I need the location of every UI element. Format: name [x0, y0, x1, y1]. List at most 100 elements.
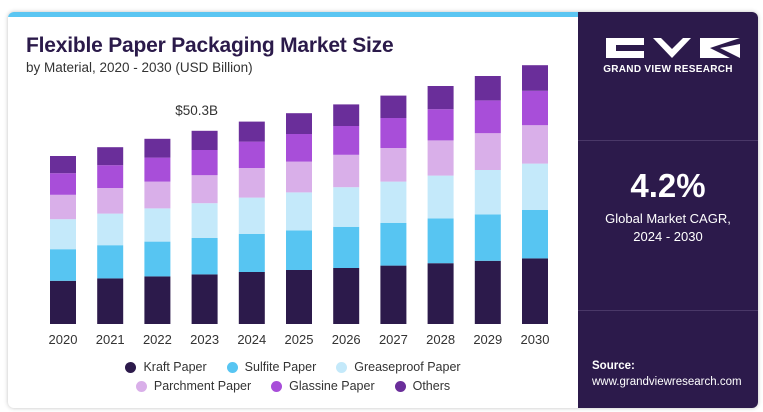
legend-item-glassine-paper: Glassine Paper — [271, 379, 375, 393]
bar-segment-glassine-paper-2025 — [286, 134, 312, 162]
bar-segment-others-2029 — [474, 76, 501, 101]
bar-segment-glassine-paper-2022 — [144, 157, 171, 182]
bar-segment-kraft-paper-2030 — [522, 258, 548, 324]
x-tick-label: 2021 — [96, 332, 125, 347]
chart-legend: Kraft Paper Sulfite Paper Greaseproof Pape… — [8, 352, 578, 402]
divider — [578, 140, 758, 141]
bar-segment-kraft-paper-2029 — [474, 260, 501, 324]
bar-segment-greaseproof-paper-2025 — [286, 192, 312, 231]
bar-segment-glassine-paper-2027 — [380, 118, 407, 148]
x-tick-label: 2024 — [237, 332, 266, 347]
legend-swatch — [394, 380, 406, 392]
source-link[interactable]: www.grandviewresearch.com — [592, 376, 742, 388]
stacked-bar-chart: 2020 2021 2022 2023 $50.3B 2024 2025 2026 2027 20… — [49, 65, 550, 347]
x-tick-label: 2030 — [521, 332, 550, 347]
bar-segment-sulfite-paper-2023 — [191, 238, 218, 275]
bar-segment-glassine-paper-2020 — [50, 173, 76, 195]
value-annotation: $50.3B — [175, 103, 218, 118]
bar-segment-parchment-paper-2028 — [427, 140, 454, 176]
bar-segment-sulfite-paper-2027 — [380, 222, 407, 266]
x-tick-label: 2025 — [285, 332, 314, 347]
bar-segment-sulfite-paper-2030 — [522, 210, 548, 259]
cagr-label: Global Market CAGR, 2024 - 2030 — [605, 211, 731, 244]
bar-segment-parchment-paper-2022 — [144, 181, 171, 209]
legend-label: Others — [412, 379, 451, 393]
bar-segment-greaseproof-paper-2024 — [238, 197, 265, 234]
legend-item-kraft-paper: Kraft Paper — [125, 360, 207, 374]
bar-segment-others-2028 — [427, 86, 454, 110]
bar-segment-greaseproof-paper-2023 — [191, 203, 218, 238]
bar-segment-kraft-paper-2025 — [286, 270, 312, 324]
bar-segment-parchment-paper-2030 — [522, 125, 548, 164]
bar-segment-kraft-paper-2023 — [191, 274, 218, 324]
bar-segment-kraft-paper-2024 — [238, 272, 265, 324]
bar-segment-parchment-paper-2029 — [474, 133, 501, 170]
bar-segment-greaseproof-paper-2027 — [380, 181, 407, 223]
legend-row: Parchment Paper Glassine Paper Others — [8, 379, 578, 393]
x-tick-label: 2020 — [49, 332, 78, 347]
bar-segment-others-2026 — [333, 104, 360, 126]
bar-segment-kraft-paper-2027 — [380, 265, 407, 324]
bar-segment-sulfite-paper-2021 — [97, 245, 124, 279]
bar-segment-others-2027 — [380, 95, 407, 118]
bar-segment-others-2022 — [144, 138, 171, 158]
bar-segment-glassine-paper-2028 — [427, 109, 454, 141]
legend-label: Parchment Paper — [153, 379, 252, 393]
chart-panel: Flexible Paper Packaging Market Size by … — [8, 12, 578, 408]
bar-segment-kraft-paper-2022 — [144, 276, 171, 324]
legend-item-greaseproof-paper: Greaseproof Paper — [336, 360, 461, 374]
bar-segment-others-2025 — [286, 113, 312, 134]
bar-segment-glassine-paper-2021 — [97, 165, 124, 188]
chart-title: Flexible Paper Packaging Market Size — [26, 34, 394, 57]
grand-view-research-logo: GRAND VIEW RESEARCH — [603, 34, 743, 84]
bar-segment-glassine-paper-2029 — [474, 100, 501, 134]
bar-segment-greaseproof-paper-2028 — [427, 175, 454, 219]
bar-segment-sulfite-paper-2029 — [474, 214, 501, 261]
bar-segment-others-2024 — [238, 121, 265, 142]
x-tick-label: 2028 — [426, 332, 455, 347]
bar-segment-sulfite-paper-2025 — [286, 230, 312, 270]
bar-segment-sulfite-paper-2028 — [427, 218, 454, 264]
chart-subtitle: by Material, 2020 - 2030 (USD Billion) — [26, 60, 253, 75]
bar-segment-parchment-paper-2027 — [380, 148, 407, 182]
x-tick-label: 2026 — [332, 332, 361, 347]
legend-swatch — [135, 380, 147, 392]
legend-swatch — [271, 380, 283, 392]
accent-bar — [8, 12, 578, 17]
legend-label: Sulfite Paper — [244, 360, 317, 374]
bar-segment-parchment-paper-2020 — [50, 194, 76, 220]
bar-segment-sulfite-paper-2026 — [333, 226, 360, 268]
bar-segment-parchment-paper-2025 — [286, 161, 312, 193]
bar-segment-parchment-paper-2021 — [97, 188, 124, 214]
bar-segment-others-2030 — [522, 65, 548, 91]
bar-segment-glassine-paper-2026 — [333, 126, 360, 155]
legend-label: Kraft Paper — [143, 360, 207, 374]
bar-segment-sulfite-paper-2020 — [50, 249, 76, 281]
bar-segment-kraft-paper-2028 — [427, 263, 454, 324]
x-tick-label: 2023 — [190, 332, 219, 347]
bar-segment-parchment-paper-2026 — [333, 154, 360, 188]
legend-item-parchment-paper: Parchment Paper — [135, 379, 252, 393]
bar-segment-greaseproof-paper-2029 — [474, 170, 501, 215]
legend-row: Kraft Paper Sulfite Paper Greaseproof Pape… — [8, 360, 578, 374]
logo-mark-icon — [606, 38, 740, 58]
bar-segment-others-2020 — [50, 156, 76, 174]
bar-segment-greaseproof-paper-2030 — [522, 163, 548, 210]
bar-segment-kraft-paper-2021 — [97, 278, 124, 324]
report-card: Flexible Paper Packaging Market Size by … — [8, 12, 758, 408]
cagr-value: 4.2% — [630, 167, 706, 204]
source-label: Source: — [592, 360, 635, 372]
bar-segment-sulfite-paper-2022 — [144, 241, 171, 277]
bar-segment-glassine-paper-2023 — [191, 150, 218, 176]
bar-segment-glassine-paper-2024 — [238, 141, 265, 168]
legend-item-sulfite-paper: Sulfite Paper — [226, 360, 317, 374]
bar-segment-parchment-paper-2023 — [191, 175, 218, 204]
legend-item-others: Others — [394, 379, 451, 393]
x-tick-label: 2022 — [143, 332, 172, 347]
bar-segment-parchment-paper-2024 — [238, 168, 265, 198]
x-tick-label: 2029 — [473, 332, 502, 347]
bar-segment-sulfite-paper-2024 — [238, 234, 265, 272]
bar-segment-greaseproof-paper-2022 — [144, 208, 171, 242]
bar-segment-kraft-paper-2020 — [50, 280, 76, 324]
bar-segment-glassine-paper-2030 — [522, 90, 548, 126]
